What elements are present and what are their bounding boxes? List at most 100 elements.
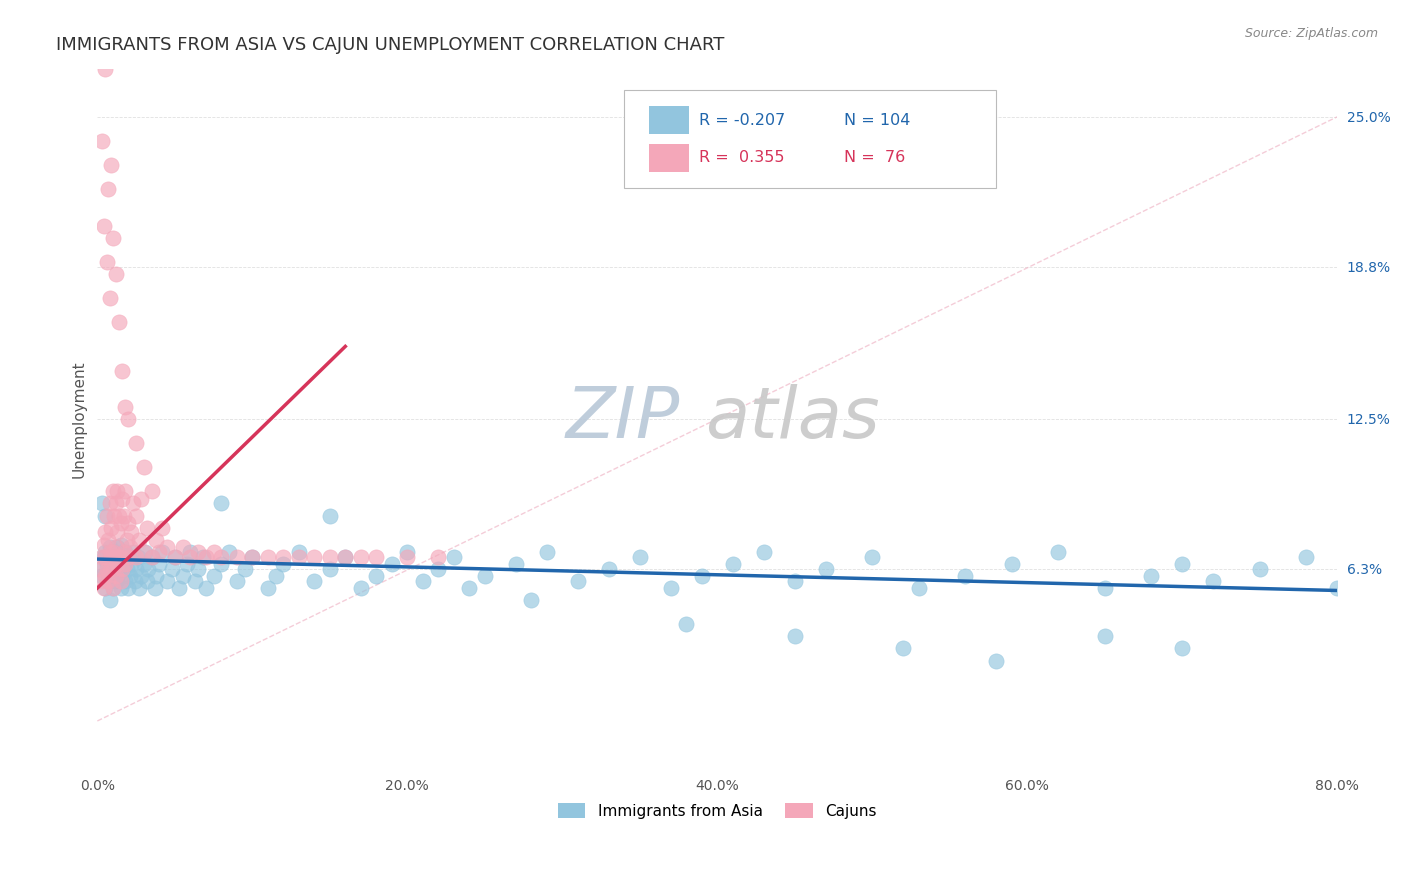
Point [396, 545, 419, 559]
Point [505, 557, 527, 571]
Point [209, 496, 232, 510]
Point [256, 581, 278, 595]
Point [141, 549, 163, 564]
Point [288, 549, 311, 564]
Point [783, 629, 806, 643]
Point [117, 549, 139, 564]
Point [163, 549, 186, 564]
Point [108, 549, 131, 564]
Point [98, 562, 121, 576]
Y-axis label: Unemployment: Unemployment [72, 360, 86, 478]
Point [120, 557, 142, 571]
Point [101, 562, 124, 576]
Text: N =  76: N = 76 [844, 150, 905, 165]
Point [110, 549, 132, 564]
Point [103, 545, 125, 559]
Point [101, 549, 124, 564]
Point [443, 549, 465, 564]
Point [1202, 574, 1225, 588]
Text: ZIP: ZIP [565, 384, 681, 453]
Point [117, 549, 139, 564]
Point [721, 557, 744, 571]
Point [659, 581, 682, 595]
Point [122, 545, 145, 559]
Point [396, 549, 419, 564]
Point [104, 569, 127, 583]
Point [91, 574, 114, 588]
Point [104, 574, 127, 588]
Point [273, 557, 295, 571]
Text: N = 104: N = 104 [844, 113, 910, 128]
Point [953, 569, 976, 583]
Point [97, 533, 120, 547]
Point [1094, 581, 1116, 595]
Point [458, 581, 481, 595]
Point [1249, 562, 1271, 576]
Point [91, 134, 114, 148]
Point [264, 569, 287, 583]
Text: atlas: atlas [704, 384, 880, 453]
Point [110, 581, 132, 595]
Point [474, 569, 496, 583]
Point [107, 525, 129, 540]
Point [91, 549, 114, 564]
Point [128, 533, 150, 547]
Point [598, 562, 620, 576]
Point [108, 508, 131, 523]
Point [93, 581, 115, 595]
Point [111, 363, 134, 377]
Point [335, 549, 357, 564]
Point [520, 593, 543, 607]
Point [94, 62, 117, 76]
Point [256, 549, 278, 564]
Point [194, 581, 217, 595]
Point [100, 521, 122, 535]
Point [225, 574, 247, 588]
Point [1171, 641, 1194, 656]
Point [986, 654, 1008, 668]
Point [97, 182, 120, 196]
Point [138, 562, 160, 576]
Point [125, 549, 148, 564]
Point [319, 549, 342, 564]
Point [163, 549, 186, 564]
Point [187, 545, 209, 559]
Point [103, 508, 125, 523]
Point [89, 562, 111, 576]
Point [110, 538, 132, 552]
Point [94, 581, 117, 595]
Point [97, 574, 120, 588]
Point [412, 574, 434, 588]
Point [143, 581, 166, 595]
Point [107, 569, 129, 583]
Point [350, 549, 373, 564]
Point [160, 562, 183, 576]
Point [427, 562, 450, 576]
Point [98, 540, 121, 554]
Point [675, 617, 697, 632]
Point [148, 557, 170, 571]
Point [98, 593, 121, 607]
Point [98, 496, 121, 510]
Point [94, 508, 117, 523]
Point [179, 549, 201, 564]
Point [240, 549, 263, 564]
Point [132, 557, 155, 571]
Point [319, 562, 342, 576]
Point [225, 549, 247, 564]
Point [117, 581, 139, 595]
Point [1171, 557, 1194, 571]
Point [136, 521, 159, 535]
Point [176, 557, 198, 571]
Text: R = -0.207: R = -0.207 [699, 113, 785, 128]
Point [111, 569, 134, 583]
Point [104, 267, 127, 281]
Point [191, 549, 214, 564]
Point [97, 574, 120, 588]
Point [124, 574, 146, 588]
Point [156, 574, 179, 588]
Point [125, 436, 148, 450]
Point [93, 538, 115, 552]
Point [104, 540, 127, 554]
Point [152, 545, 174, 559]
